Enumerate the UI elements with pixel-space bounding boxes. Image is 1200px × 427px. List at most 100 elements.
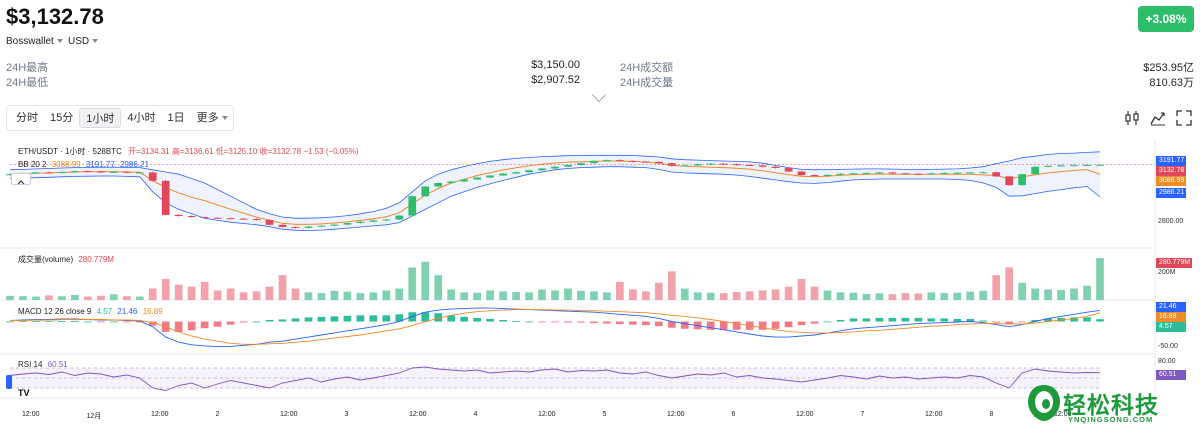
macd-histogram-bar — [512, 321, 520, 322]
candle — [940, 172, 949, 174]
macd-histogram-bar — [96, 321, 105, 323]
macd-histogram-bar — [213, 321, 222, 327]
candle — [1044, 165, 1052, 167]
time-axis-label: 6 — [731, 411, 736, 418]
time-axis-label: 8 — [989, 411, 994, 418]
stat-turnover-value: $253.95亿 — [1143, 62, 1194, 74]
candle — [525, 170, 533, 173]
drag-handle[interactable] — [6, 375, 12, 389]
volume-bar — [174, 284, 183, 300]
volume-bar — [797, 278, 806, 300]
volume-bar — [1096, 257, 1104, 300]
fullscreen-icon[interactable] — [1176, 110, 1192, 126]
macd-histogram-bar — [1031, 319, 1039, 322]
candle — [71, 171, 79, 173]
stat-turnover-label: 24H成交额 — [620, 62, 674, 74]
volume-bar — [512, 291, 520, 300]
candle — [693, 164, 702, 166]
macd-histogram-bar — [369, 315, 378, 322]
volume-bar — [992, 275, 1001, 300]
candle — [616, 160, 624, 162]
volume-bar — [200, 281, 209, 300]
volume-bar — [1083, 285, 1091, 300]
macd-histogram-bar — [460, 316, 469, 322]
exchange-select[interactable]: Bosswallet — [6, 36, 63, 47]
bb-lower-value: 2986.21 — [120, 160, 149, 169]
currency-select-label: USD — [68, 36, 90, 47]
volume-bar — [914, 293, 923, 300]
volume-legend: 成交量(volume) 280.779M — [18, 254, 114, 265]
candle — [862, 172, 871, 174]
volume-bar — [19, 296, 27, 300]
macd-histogram-bar — [927, 318, 936, 322]
time-axis-label: 12月 — [86, 413, 102, 420]
rsi-tag: 60.51 — [1156, 370, 1186, 380]
macd-histogram-bar — [187, 321, 196, 331]
indicator-icon[interactable] — [1124, 110, 1140, 126]
volume-bar — [862, 293, 871, 300]
price-tag-lower: 2986.21 — [1156, 188, 1186, 198]
tab-timeline[interactable]: 分时 — [16, 112, 38, 124]
candle — [32, 172, 40, 174]
volume-bar — [486, 290, 494, 300]
candle — [6, 174, 14, 176]
bb-basis-value: 3088.99 — [51, 160, 81, 169]
macd-axis-tick: -50.00 — [1158, 343, 1178, 350]
candle — [784, 168, 793, 172]
time-axis-label: 12:00 — [538, 411, 556, 418]
volume-bar — [148, 288, 157, 300]
currency-select[interactable]: USD — [68, 36, 99, 47]
candle — [200, 217, 209, 219]
symbol-line: ETH/USDT · 1小时 · 528BTC — [18, 147, 122, 156]
macd-histogram-bar — [84, 321, 92, 323]
candle — [758, 165, 767, 167]
volume-bar — [1057, 290, 1065, 300]
macd-histogram-bar — [109, 321, 118, 323]
volume-bar — [265, 286, 274, 300]
volume-bar — [187, 286, 196, 300]
candle — [629, 161, 637, 162]
chart-type-icon[interactable] — [1150, 110, 1166, 126]
collapse-legend-button[interactable] — [11, 173, 31, 185]
rsi-axis-tick: 80.00 — [1158, 358, 1176, 365]
volume-bar — [758, 290, 767, 300]
candle — [434, 183, 443, 187]
volume-bar — [732, 291, 741, 300]
candle — [278, 224, 287, 227]
candle — [538, 168, 546, 171]
macd-histogram-bar — [343, 315, 352, 322]
candle — [810, 175, 819, 177]
volume-bar — [382, 290, 391, 300]
macd-histogram-bar — [1096, 319, 1104, 322]
macd-histogram-bar — [888, 317, 897, 322]
macd-line-value: 21.46 — [117, 307, 138, 316]
bb-label: BB 20 2 — [18, 160, 47, 169]
price-tag-basis: 3088.99 — [1156, 176, 1186, 186]
macd-label: MACD 12 26 close 9 — [18, 307, 92, 316]
candle — [771, 166, 780, 169]
time-axis-label: 3 — [344, 411, 349, 418]
volume-bar — [927, 292, 936, 300]
candle — [291, 227, 300, 228]
candle — [369, 220, 378, 222]
candle — [148, 172, 157, 181]
macd-histogram-bar — [1005, 321, 1014, 325]
candle — [836, 173, 845, 175]
macd-histogram-bar — [836, 319, 845, 322]
macd-histogram-bar — [304, 317, 313, 322]
macd-histogram-bar — [706, 321, 715, 330]
tab-more[interactable]: 更多 — [191, 108, 234, 128]
tab-1h[interactable]: 1小时 — [79, 108, 122, 128]
volume-bar — [538, 289, 546, 300]
candle — [1005, 176, 1014, 186]
tab-4h[interactable]: 4小时 — [127, 112, 156, 124]
volume-value: 280.779M — [78, 255, 114, 264]
volume-bar — [888, 294, 897, 300]
tab-15m[interactable]: 15分 — [50, 112, 74, 124]
volume-bar — [278, 275, 287, 300]
volume-bar — [356, 293, 365, 300]
tab-1d[interactable]: 1日 — [167, 112, 185, 124]
stat-volume-value: 810.63万 — [1149, 77, 1194, 89]
